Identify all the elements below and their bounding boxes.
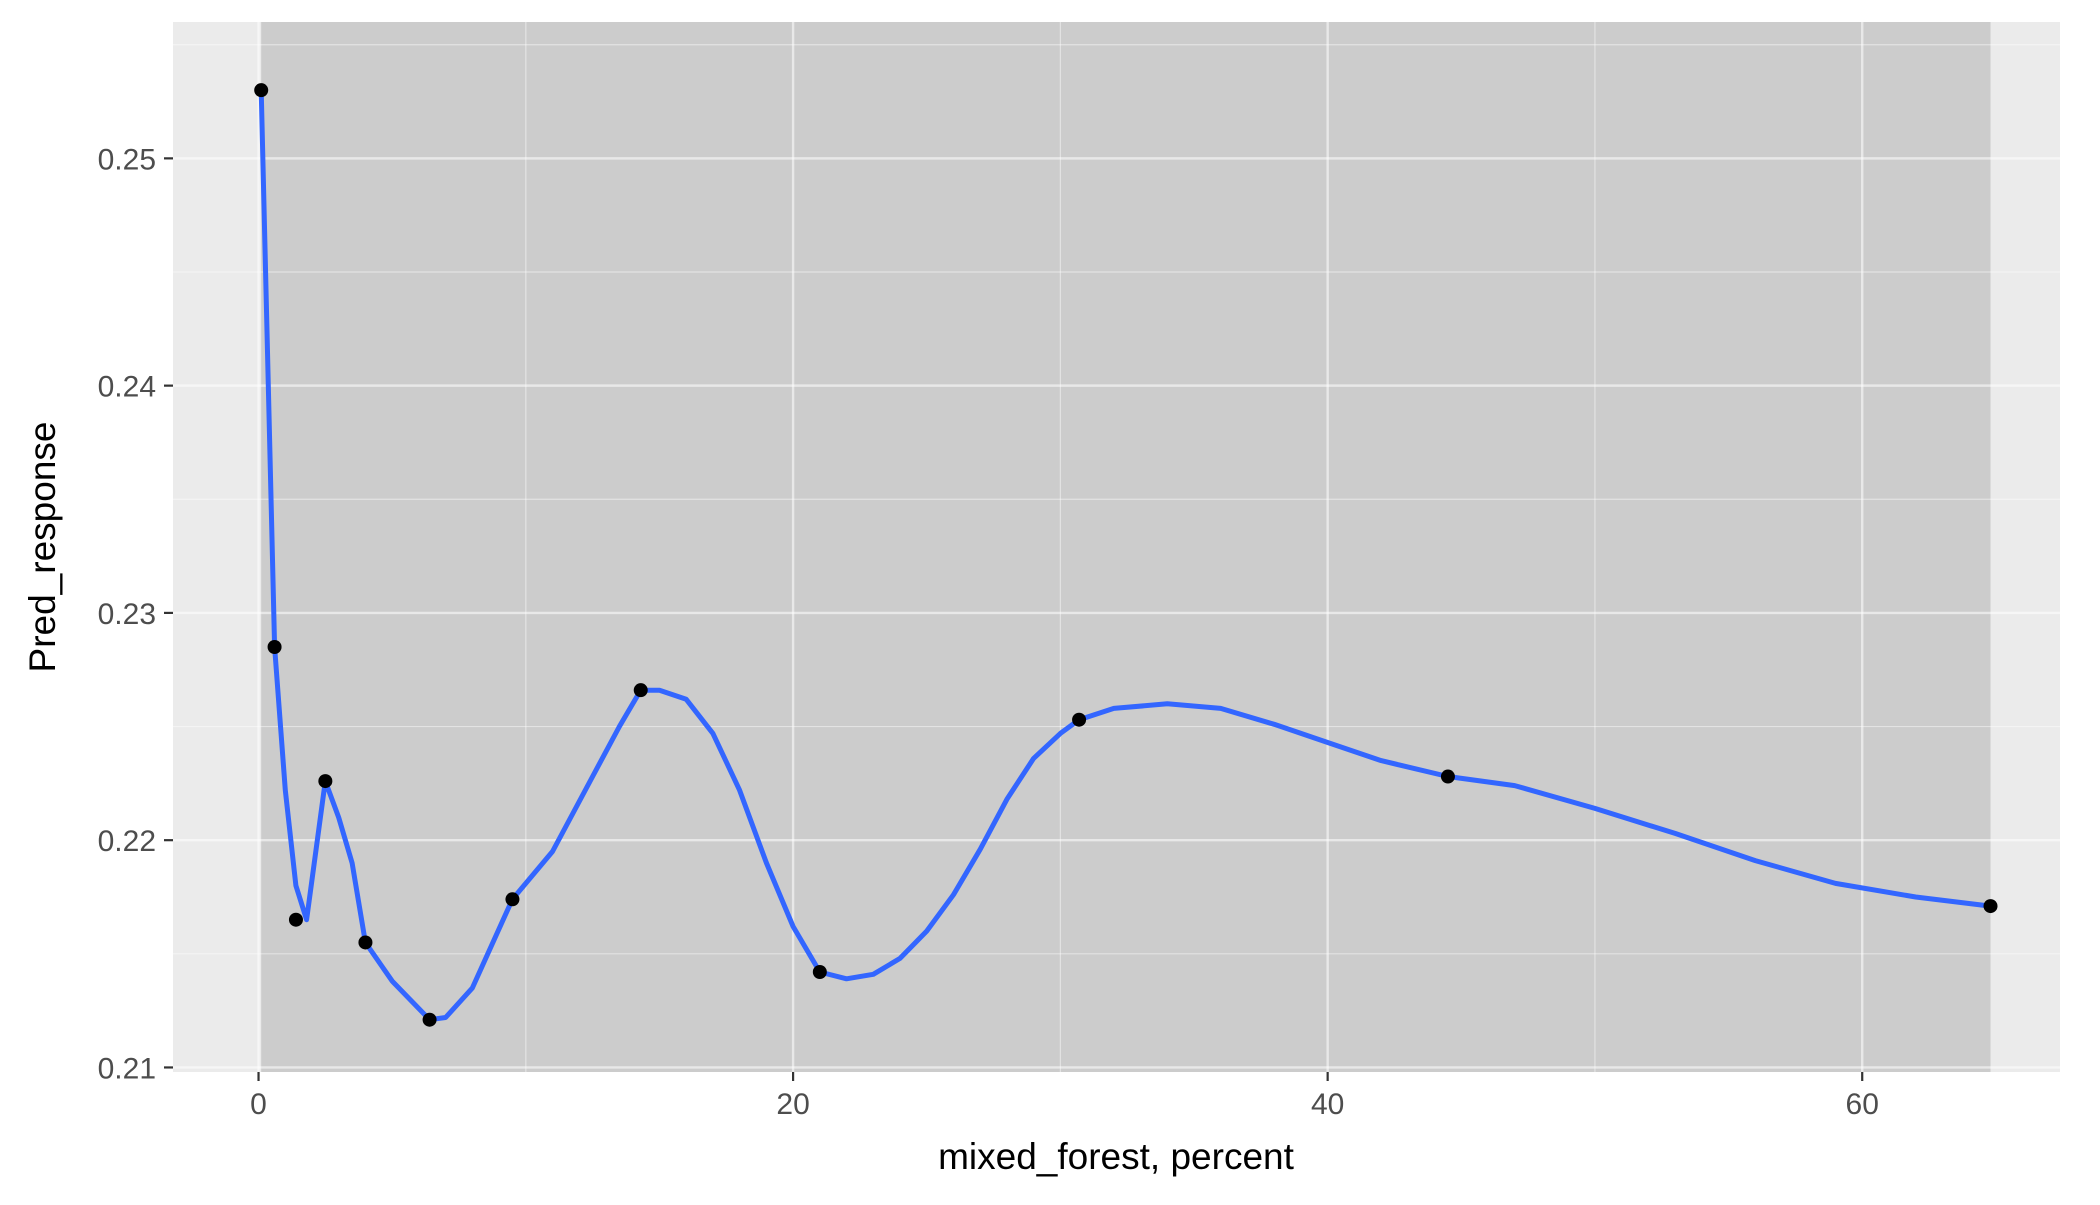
y-tick-label: 0.22 <box>98 825 156 858</box>
data-point <box>1983 899 1998 914</box>
data-point <box>267 640 282 654</box>
y-tick-label: 0.21 <box>98 1052 156 1085</box>
x-axis-title: mixed_forest, percent <box>938 1136 1295 1177</box>
x-tick-label: 40 <box>1311 1088 1344 1121</box>
y-axis-title: Pred_response <box>22 422 63 673</box>
data-point <box>358 935 373 950</box>
shaded-region <box>261 22 1991 1072</box>
x-tick-label: 0 <box>250 1088 267 1121</box>
data-point <box>505 892 520 907</box>
y-tick-label: 0.24 <box>98 371 156 404</box>
data-point <box>254 83 269 98</box>
data-point <box>422 1012 437 1027</box>
x-axis: 0 20 40 60 <box>250 1072 1879 1121</box>
y-tick-label: 0.25 <box>98 143 156 176</box>
y-axis: 0.21 0.22 0.23 0.24 0.25 <box>98 143 173 1085</box>
x-tick-label: 20 <box>776 1088 809 1121</box>
data-point <box>1440 769 1455 784</box>
data-point <box>812 965 827 979</box>
data-point <box>288 912 303 927</box>
data-point <box>1072 712 1087 727</box>
data-point <box>318 774 333 789</box>
y-tick-label: 0.23 <box>98 598 156 631</box>
data-points <box>254 83 1998 1027</box>
grid-major <box>173 22 2060 1072</box>
x-tick-label: 60 <box>1846 1088 1879 1121</box>
data-point <box>633 683 648 698</box>
